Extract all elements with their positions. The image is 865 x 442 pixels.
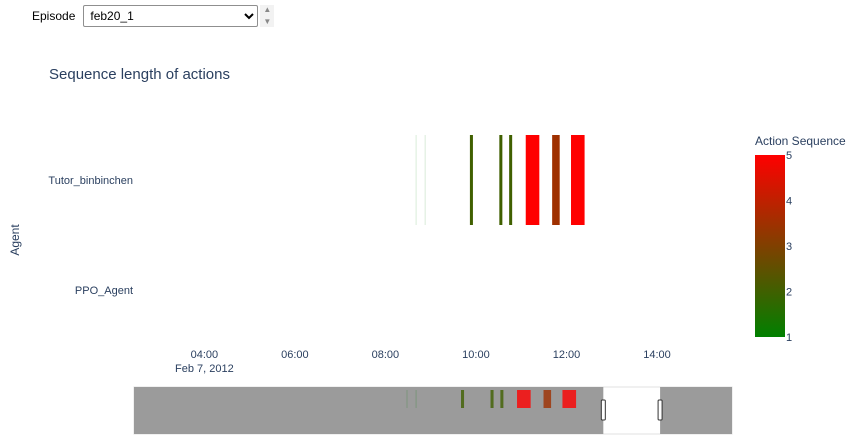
x-tick-label: 12:00: [553, 349, 581, 361]
colorbar-gradient: [755, 155, 785, 337]
range-slider[interactable]: [133, 386, 733, 435]
y-tick-label: Tutor_binbinchen: [48, 175, 133, 187]
colorbar-tick-label: 2: [786, 287, 792, 299]
range-slider-mark: [500, 390, 504, 408]
x-tick-label: 06:00: [281, 349, 309, 361]
y-tick-label: PPO_Agent: [75, 285, 133, 297]
x-tick-label: 14:00: [643, 349, 671, 361]
range-slider-mark: [461, 390, 465, 408]
colorbar: Action Sequence 1 2 3 4 5: [755, 134, 846, 344]
action-bar: [525, 135, 540, 225]
y-axis-title: Agent: [8, 224, 22, 256]
episode-stepper[interactable]: ▲ ▼: [260, 5, 275, 27]
range-slider-handle-right[interactable]: [657, 399, 663, 421]
action-bar: [424, 135, 426, 225]
episode-dropdown[interactable]: feb20_1: [83, 5, 259, 27]
action-bar: [571, 135, 585, 225]
triangle-up-icon[interactable]: ▲: [263, 5, 272, 14]
action-bar: [552, 135, 560, 225]
colorbar-tick-label: 5: [786, 150, 792, 162]
x-tick-label: 08:00: [372, 349, 400, 361]
range-slider-handle-left[interactable]: [600, 399, 606, 421]
chart-title: Sequence length of actions: [49, 66, 230, 83]
colorbar-tick-label: 1: [786, 332, 792, 344]
episode-selector: Episode feb20_1 ▲ ▼: [32, 4, 275, 28]
range-slider-mark: [562, 390, 577, 408]
colorbar-title: Action Sequence: [755, 134, 846, 148]
range-slider-mark: [517, 390, 531, 408]
range-slider-mark: [415, 390, 417, 408]
x-tick-label: 10:00: [462, 349, 490, 361]
colorbar-tick-label: 3: [786, 241, 792, 253]
range-slider-mark: [490, 390, 494, 408]
action-bar: [415, 135, 417, 225]
range-slider-mark: [406, 390, 408, 408]
range-slider-mask-right: [660, 387, 732, 434]
range-slider-mark: [543, 390, 552, 408]
action-bar: [499, 135, 503, 225]
x-tick-label: 04:00: [191, 349, 219, 361]
triangle-down-icon[interactable]: ▼: [263, 17, 272, 26]
x-tick-sublabel: Feb 7, 2012: [175, 363, 234, 375]
action-bar: [469, 135, 473, 225]
episode-label: Episode: [32, 9, 76, 23]
range-slider-mask-left: [134, 387, 604, 434]
colorbar-tick-label: 4: [786, 196, 792, 208]
action-bar: [509, 135, 513, 225]
